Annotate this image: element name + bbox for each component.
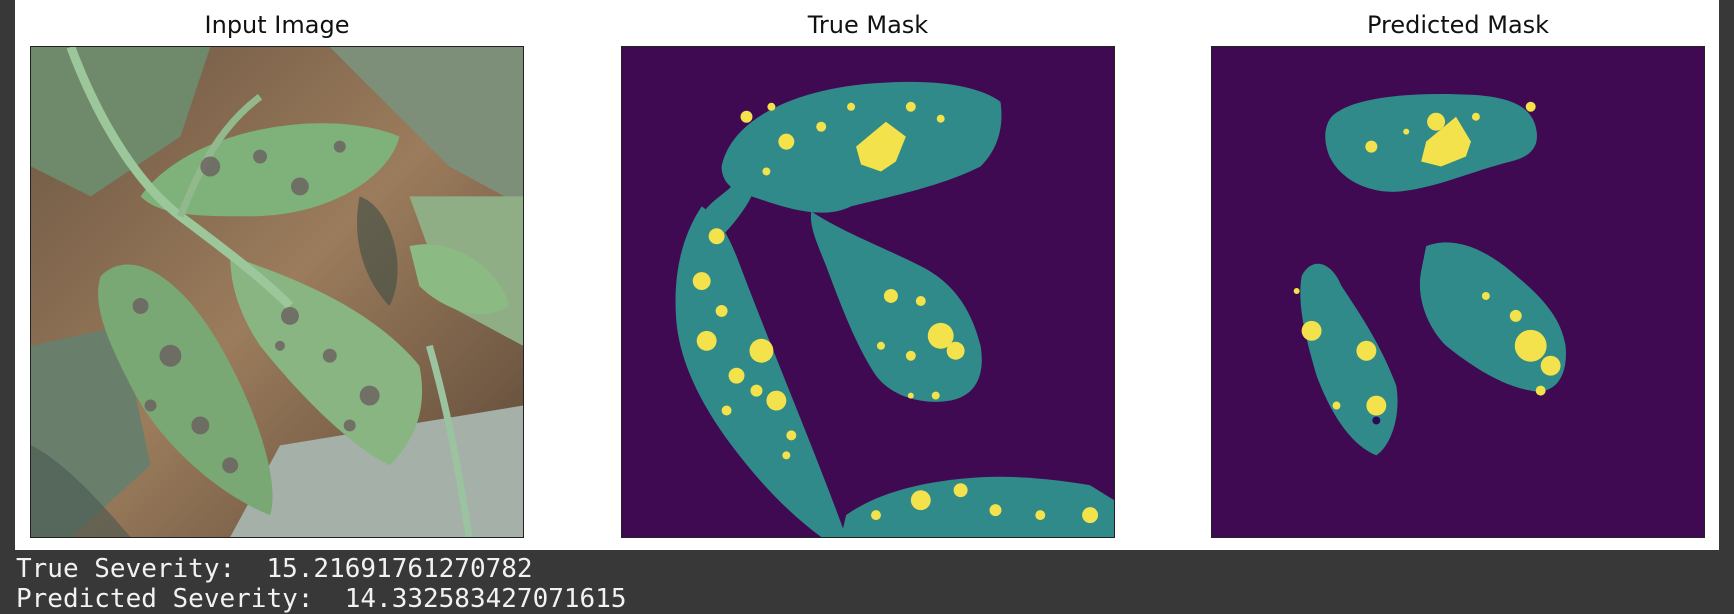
predicted-severity-value: 14.332583427071615 bbox=[344, 584, 627, 614]
subplot-title-true-mask: True Mask bbox=[807, 11, 929, 39]
true-mask-image bbox=[622, 47, 1114, 537]
predicted-mask-image bbox=[1212, 47, 1704, 537]
predicted-severity-line: Predicted Severity: 14.332583427071615 bbox=[16, 584, 627, 614]
true-severity-label: True Severity: bbox=[16, 554, 236, 584]
predicted-mask-axes bbox=[1211, 46, 1705, 538]
true-severity-value: 15.21691761270782 bbox=[266, 554, 533, 584]
subplot-title-predicted-mask: Predicted Mask bbox=[1366, 11, 1550, 39]
subplot-title-input-image: Input Image bbox=[204, 11, 350, 39]
predicted-severity-label: Predicted Severity: bbox=[16, 584, 314, 614]
true-mask-axes bbox=[621, 46, 1115, 538]
input-image-axes bbox=[30, 46, 524, 538]
figure-output-panel: Input Image bbox=[15, 0, 1719, 550]
true-severity-line: True Severity: 15.21691761270782 bbox=[16, 554, 533, 584]
input-leaf-image bbox=[31, 47, 523, 537]
